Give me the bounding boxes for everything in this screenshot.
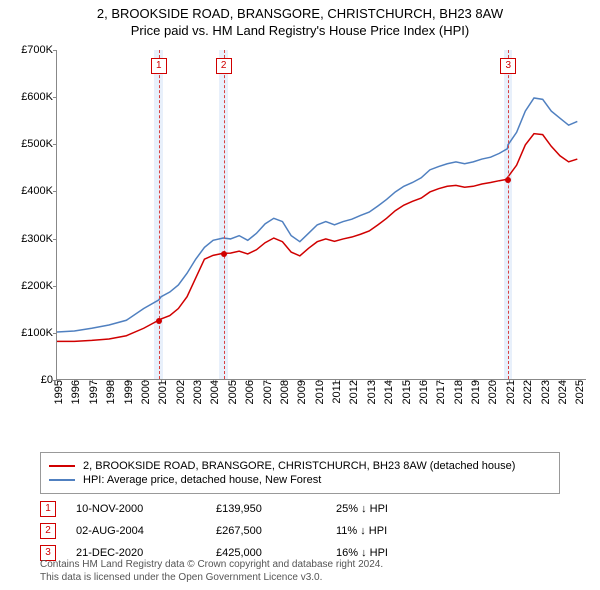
x-axis-tick-label: 1999: [123, 380, 128, 404]
x-axis-tick-label: 2000: [140, 380, 145, 404]
x-axis-tick-label: 2022: [522, 380, 527, 404]
event-date: 10-NOV-2000: [76, 503, 216, 515]
event-dot: [221, 251, 227, 257]
x-axis-tick-label: 2015: [401, 380, 406, 404]
event-marker-box: 3: [500, 58, 516, 74]
event-number-box: 2: [40, 523, 56, 539]
footer-line: Contains HM Land Registry data © Crown c…: [40, 558, 560, 571]
y-axis-tick-label: £600K: [3, 91, 53, 103]
legend-swatch: [49, 479, 75, 481]
event-dot: [505, 177, 511, 183]
event-number-box: 1: [40, 501, 56, 517]
y-axis-tick-label: £700K: [3, 44, 53, 56]
events-table: 1 10-NOV-2000£139,95025% ↓ HPI 2 02-AUG-200…: [40, 498, 560, 564]
x-axis-tick-label: 1996: [70, 380, 75, 404]
x-axis-tick-label: 2016: [418, 380, 423, 404]
footer-line: This data is licensed under the Open Gov…: [40, 571, 560, 584]
plot-region: £0£100K£200K£300K£400K£500K£600K£700K199…: [56, 50, 586, 380]
x-axis-tick-label: 1998: [105, 380, 110, 404]
x-axis-tick-label: 2003: [192, 380, 197, 404]
x-axis-tick-label: 2014: [383, 380, 388, 404]
event-vline: [159, 50, 160, 379]
event-date: 02-AUG-2004: [76, 525, 216, 537]
title-address: 2, BROOKSIDE ROAD, BRANSGORE, CHRISTCHUR…: [10, 6, 590, 21]
legend: 2, BROOKSIDE ROAD, BRANSGORE, CHRISTCHUR…: [40, 452, 560, 494]
x-axis-tick-label: 2012: [348, 380, 353, 404]
y-axis-tick-label: £500K: [3, 138, 53, 150]
x-axis-tick-label: 2017: [435, 380, 440, 404]
event-row: 1 10-NOV-2000£139,95025% ↓ HPI: [40, 498, 560, 520]
x-axis-tick-label: 2002: [175, 380, 180, 404]
legend-item: 2, BROOKSIDE ROAD, BRANSGORE, CHRISTCHUR…: [49, 459, 551, 473]
x-axis-tick-label: 2018: [453, 380, 458, 404]
x-axis-tick-label: 2010: [314, 380, 319, 404]
event-dot: [156, 318, 162, 324]
x-axis-tick-label: 2005: [227, 380, 232, 404]
legend-swatch: [49, 465, 75, 467]
y-axis-tick-label: £0: [3, 374, 53, 386]
x-axis-tick-label: 2008: [279, 380, 284, 404]
y-axis-tick-label: £400K: [3, 185, 53, 197]
series-line-hpi: [57, 98, 577, 332]
line-series-svg: [57, 50, 586, 379]
event-row: 2 02-AUG-2004£267,50011% ↓ HPI: [40, 520, 560, 542]
chart-area: £0£100K£200K£300K£400K£500K£600K£700K199…: [56, 50, 586, 410]
x-axis-tick-label: 2013: [366, 380, 371, 404]
title-block: 2, BROOKSIDE ROAD, BRANSGORE, CHRISTCHUR…: [0, 0, 600, 40]
x-axis-tick-label: 2025: [574, 380, 579, 404]
series-line-price_paid: [57, 134, 577, 342]
event-price: £139,950: [216, 503, 336, 515]
legend-item: HPI: Average price, detached house, New …: [49, 473, 551, 487]
x-axis-tick-label: 2006: [244, 380, 249, 404]
y-axis-tick-label: £200K: [3, 280, 53, 292]
y-axis-tick-label: £300K: [3, 233, 53, 245]
event-price: £267,500: [216, 525, 336, 537]
x-axis-tick-label: 2004: [209, 380, 214, 404]
x-axis-tick-label: 2001: [157, 380, 162, 404]
x-axis-tick-label: 2024: [557, 380, 562, 404]
event-marker-box: 1: [151, 58, 167, 74]
y-axis-tick-label: £100K: [3, 327, 53, 339]
legend-label: 2, BROOKSIDE ROAD, BRANSGORE, CHRISTCHUR…: [83, 460, 515, 472]
legend-label: HPI: Average price, detached house, New …: [83, 474, 321, 486]
x-axis-tick-label: 2009: [296, 380, 301, 404]
event-vline: [224, 50, 225, 379]
x-axis-tick-label: 1997: [88, 380, 93, 404]
footer: Contains HM Land Registry data © Crown c…: [40, 558, 560, 584]
x-axis-tick-label: 2020: [487, 380, 492, 404]
title-subtitle: Price paid vs. HM Land Registry's House …: [10, 23, 590, 38]
chart-container: 2, BROOKSIDE ROAD, BRANSGORE, CHRISTCHUR…: [0, 0, 600, 590]
x-axis-tick-label: 2023: [540, 380, 545, 404]
x-axis-tick-label: 2021: [505, 380, 510, 404]
x-axis-tick-label: 1995: [53, 380, 58, 404]
event-diff: 25% ↓ HPI: [336, 503, 456, 515]
x-axis-tick-label: 2011: [331, 380, 336, 404]
x-axis-tick-label: 2007: [262, 380, 267, 404]
x-axis-tick-label: 2019: [470, 380, 475, 404]
event-diff: 11% ↓ HPI: [336, 525, 456, 537]
event-marker-box: 2: [216, 58, 232, 74]
event-vline: [508, 50, 509, 379]
